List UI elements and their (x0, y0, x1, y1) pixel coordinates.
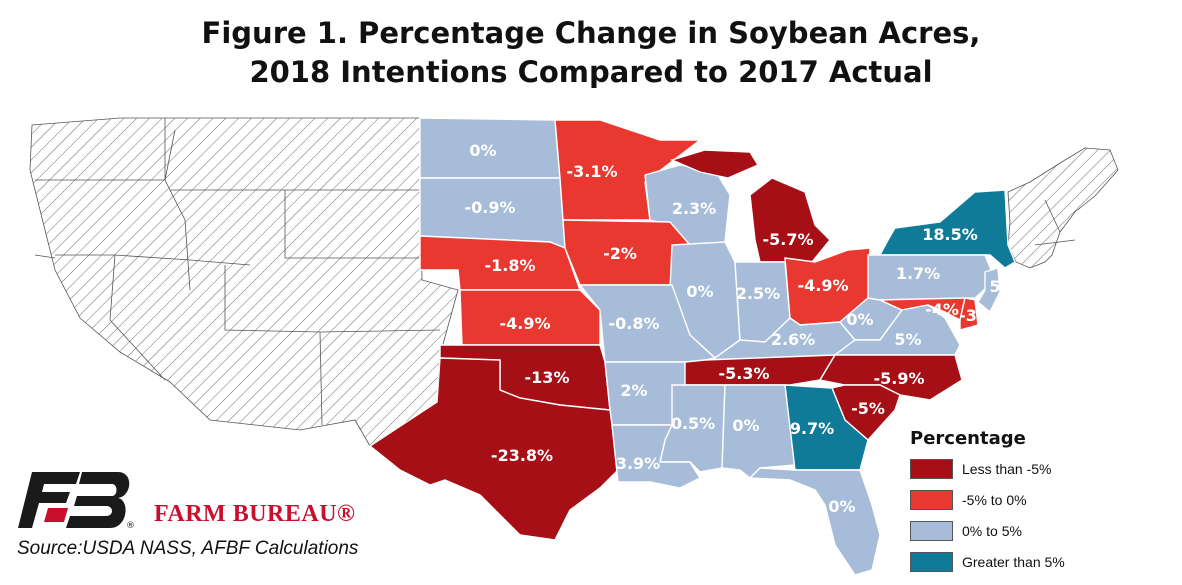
legend-item-minus5-to-0: -5% to 0% (910, 490, 1160, 510)
legend-title: Percentage (910, 428, 1026, 449)
label-mississippi: 0.5% (671, 414, 715, 433)
label-west-virginia: 0% (846, 310, 873, 329)
label-oklahoma: -13% (525, 368, 570, 387)
farm-bureau-logo-mark: ® (18, 472, 135, 530)
title-line-2: 2018 Intentions Compared to 2017 Actual (249, 55, 933, 89)
state-border-az-nm (319, 331, 323, 426)
label-south-carolina: -5% (851, 399, 885, 418)
state-texas (368, 357, 619, 541)
state-michigan-upper (669, 149, 760, 179)
label-north-dakota: 0% (469, 141, 496, 160)
label-north-carolina: -5.9% (873, 369, 924, 388)
legend-label-0-to-5: 0% to 5% (962, 523, 1022, 539)
label-louisiana: 3.9% (616, 454, 660, 473)
logo-f-shape (18, 472, 80, 528)
label-michigan: -5.7% (762, 230, 813, 249)
label-new-jersey: 5% (989, 277, 1016, 296)
map-title: Figure 1. Percentage Change in Soybean A… (0, 14, 1182, 92)
state-florida (748, 467, 881, 576)
legend-item-0-to-5: 0% to 5% (910, 521, 1160, 541)
source-note: Source:USDA NASS, AFBF Calculations (17, 538, 359, 559)
new-england (1007, 147, 1119, 269)
legend-swatch-less-than-minus5 (910, 459, 953, 479)
title-line-1: Figure 1. Percentage Change in Soybean A… (201, 16, 981, 50)
label-indiana: 2.5% (736, 284, 780, 303)
western-states (29, 117, 459, 447)
label-maryland: -4% (925, 300, 959, 319)
logo-b-shape (66, 472, 130, 528)
farm-bureau-wordmark: FARM BUREAU® (154, 501, 356, 527)
label-pennsylvania: 1.7% (896, 264, 940, 283)
legend-swatch-greater-than-5 (910, 552, 953, 572)
label-new-york: 18.5% (922, 225, 978, 244)
label-virginia: 5% (894, 330, 921, 349)
state-minnesota (554, 119, 703, 221)
label-kentucky: 2.6% (771, 330, 815, 349)
state-border-nv-ut (55, 254, 251, 266)
state-virginia (832, 304, 961, 356)
label-missouri: -0.8% (608, 314, 659, 333)
label-arkansas: 2% (620, 381, 647, 400)
label-south-dakota: -0.9% (464, 198, 515, 217)
label-ohio: -4.9% (797, 276, 848, 295)
state-louisiana (611, 424, 702, 489)
label-tennessee: -5.3% (718, 364, 769, 383)
state-border-ne (1034, 199, 1076, 246)
label-delaware: -3 (959, 306, 977, 325)
state-new-jersey (977, 267, 1001, 314)
legend-label-less-than-minus5: Less than -5% (962, 461, 1052, 477)
label-wisconsin: 2.3% (672, 199, 716, 218)
legend-swatch-minus5-to-0 (910, 490, 953, 510)
no-data-region (29, 117, 1119, 447)
label-kansas: -4.9% (499, 314, 550, 333)
legend-label-greater-than-5: Greater than 5% (962, 554, 1065, 570)
legend-swatch-0-to-5 (910, 521, 953, 541)
label-illinois: 0% (686, 282, 713, 301)
state-kansas (459, 289, 601, 346)
legend-label-minus5-to-0: -5% to 0% (962, 492, 1027, 508)
label-florida: 0% (828, 497, 855, 516)
logo-red-accent (44, 508, 68, 522)
label-texas: -23.8% (491, 446, 553, 465)
logo-registered-mark: ® (126, 521, 135, 530)
label-georgia: 9.7% (790, 419, 834, 438)
legend-item-less-than-minus5: Less than -5% (910, 459, 1160, 479)
state-border-wy-co (284, 190, 420, 259)
state-new-york (878, 189, 1016, 269)
state-border-co-nm (224, 265, 441, 333)
label-alabama: 0% (732, 416, 759, 435)
state-border-ut-az (109, 254, 166, 381)
legend-item-greater-than-5: Greater than 5% (910, 552, 1160, 572)
state-border-ca (34, 254, 56, 259)
label-iowa: -2% (603, 244, 637, 263)
label-nebraska: -1.8% (484, 256, 535, 275)
state-michigan (749, 177, 831, 263)
label-minnesota: -3.1% (566, 162, 617, 181)
state-border-id (164, 118, 191, 291)
state-delaware (959, 297, 979, 331)
legend: Percentage Less than -5% -5% to 0% 0% to… (910, 428, 1160, 583)
